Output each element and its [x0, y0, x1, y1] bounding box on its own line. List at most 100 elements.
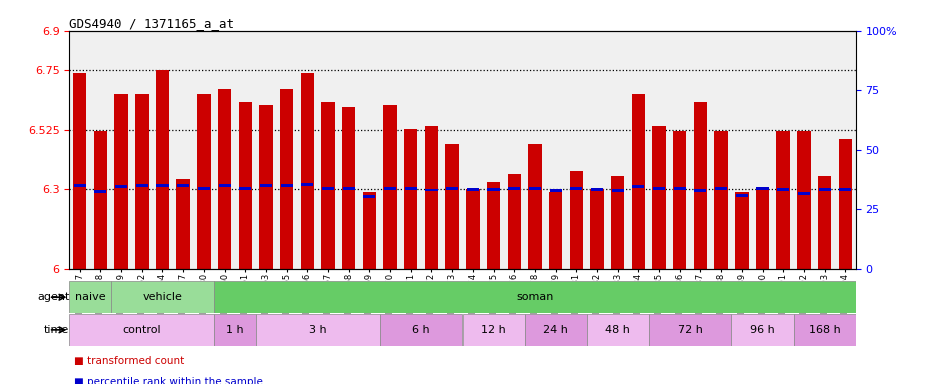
Text: ■ percentile rank within the sample: ■ percentile rank within the sample — [74, 377, 263, 384]
Bar — [798, 192, 810, 195]
Bar — [466, 189, 479, 269]
Bar — [302, 183, 314, 186]
Bar — [633, 185, 645, 188]
Bar — [260, 184, 272, 187]
Bar — [404, 129, 417, 269]
Text: 72 h: 72 h — [678, 325, 702, 335]
Bar — [405, 187, 417, 190]
Bar — [757, 187, 769, 190]
Bar — [648, 314, 732, 346]
Bar — [425, 126, 438, 269]
Bar — [797, 131, 810, 269]
Bar — [524, 314, 586, 346]
Bar — [487, 188, 500, 191]
Text: time: time — [44, 325, 69, 335]
Bar — [528, 144, 542, 269]
Bar — [610, 176, 624, 269]
Bar — [776, 131, 790, 269]
Bar — [446, 144, 459, 269]
Bar — [611, 189, 623, 192]
Bar — [446, 187, 458, 190]
Bar — [215, 314, 255, 346]
Bar — [136, 184, 148, 187]
Bar — [342, 108, 355, 269]
Bar — [839, 139, 852, 269]
Bar — [570, 187, 583, 190]
Bar — [694, 102, 708, 269]
Bar — [819, 188, 831, 191]
Bar — [364, 195, 376, 197]
Bar — [322, 187, 334, 190]
Text: 48 h: 48 h — [605, 325, 630, 335]
Bar — [383, 105, 397, 269]
Bar — [632, 94, 645, 269]
Bar — [591, 188, 603, 191]
Text: control: control — [122, 325, 161, 335]
Text: GDS4940 / 1371165_a_at: GDS4940 / 1371165_a_at — [69, 17, 234, 30]
Bar — [529, 187, 541, 190]
Bar — [93, 131, 107, 269]
Bar — [777, 188, 789, 191]
Bar — [586, 314, 648, 346]
Text: 168 h: 168 h — [808, 325, 841, 335]
Bar — [714, 131, 728, 269]
Text: naive: naive — [75, 292, 105, 302]
Bar — [301, 73, 314, 269]
Bar — [111, 281, 215, 313]
Bar — [280, 89, 293, 269]
Bar — [115, 185, 127, 188]
Bar — [69, 314, 215, 346]
Text: 12 h: 12 h — [481, 325, 506, 335]
Bar — [487, 182, 500, 269]
Bar — [549, 192, 562, 269]
Bar — [69, 281, 111, 313]
Bar — [462, 314, 524, 346]
Bar — [673, 187, 685, 190]
Bar — [818, 176, 832, 269]
Bar — [652, 126, 666, 269]
Bar — [590, 189, 604, 269]
Bar — [255, 314, 380, 346]
Bar — [73, 73, 86, 269]
Bar — [715, 187, 727, 190]
Text: vehicle: vehicle — [142, 292, 182, 302]
Bar — [695, 189, 707, 192]
Bar — [155, 70, 169, 269]
Bar — [239, 102, 252, 269]
Bar — [735, 192, 748, 269]
Bar — [508, 187, 520, 190]
Bar — [156, 184, 168, 187]
Text: 96 h: 96 h — [750, 325, 775, 335]
Bar — [384, 187, 396, 190]
Bar — [177, 184, 190, 187]
Bar — [467, 188, 479, 191]
Bar — [549, 189, 561, 192]
Bar — [426, 189, 438, 191]
Bar — [794, 314, 856, 346]
Bar — [570, 171, 583, 269]
Bar — [673, 131, 686, 269]
Bar — [508, 174, 521, 269]
Text: agent: agent — [37, 292, 69, 302]
Bar — [240, 187, 252, 190]
Bar — [380, 314, 462, 346]
Bar — [197, 94, 211, 269]
Bar — [198, 187, 210, 190]
Bar — [177, 179, 190, 269]
Text: 24 h: 24 h — [543, 325, 568, 335]
Bar — [218, 184, 230, 187]
Bar — [653, 187, 665, 190]
Text: ■ transformed count: ■ transformed count — [74, 356, 184, 366]
Bar — [756, 189, 770, 269]
Bar — [732, 314, 794, 346]
Bar — [735, 194, 748, 197]
Bar — [363, 192, 376, 269]
Bar — [839, 188, 851, 191]
Bar — [215, 281, 856, 313]
Text: 1 h: 1 h — [226, 325, 243, 335]
Bar — [217, 89, 231, 269]
Bar — [74, 184, 86, 187]
Bar — [321, 102, 335, 269]
Bar — [280, 184, 292, 187]
Bar — [135, 94, 149, 269]
